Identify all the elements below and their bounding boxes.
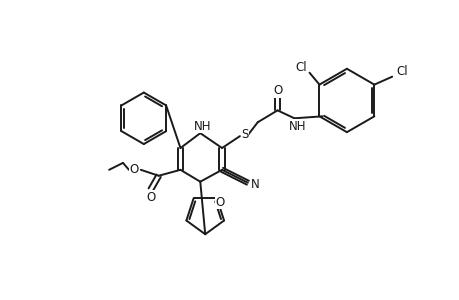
Text: O: O: [272, 84, 281, 97]
Text: Cl: Cl: [396, 65, 407, 78]
Text: O: O: [129, 163, 138, 176]
Text: S: S: [241, 128, 248, 141]
Text: O: O: [146, 191, 155, 204]
Text: N: N: [250, 178, 258, 191]
Text: NH: NH: [288, 120, 305, 133]
Text: NH: NH: [193, 120, 211, 133]
Text: Cl: Cl: [295, 61, 307, 74]
Text: O: O: [215, 196, 224, 209]
